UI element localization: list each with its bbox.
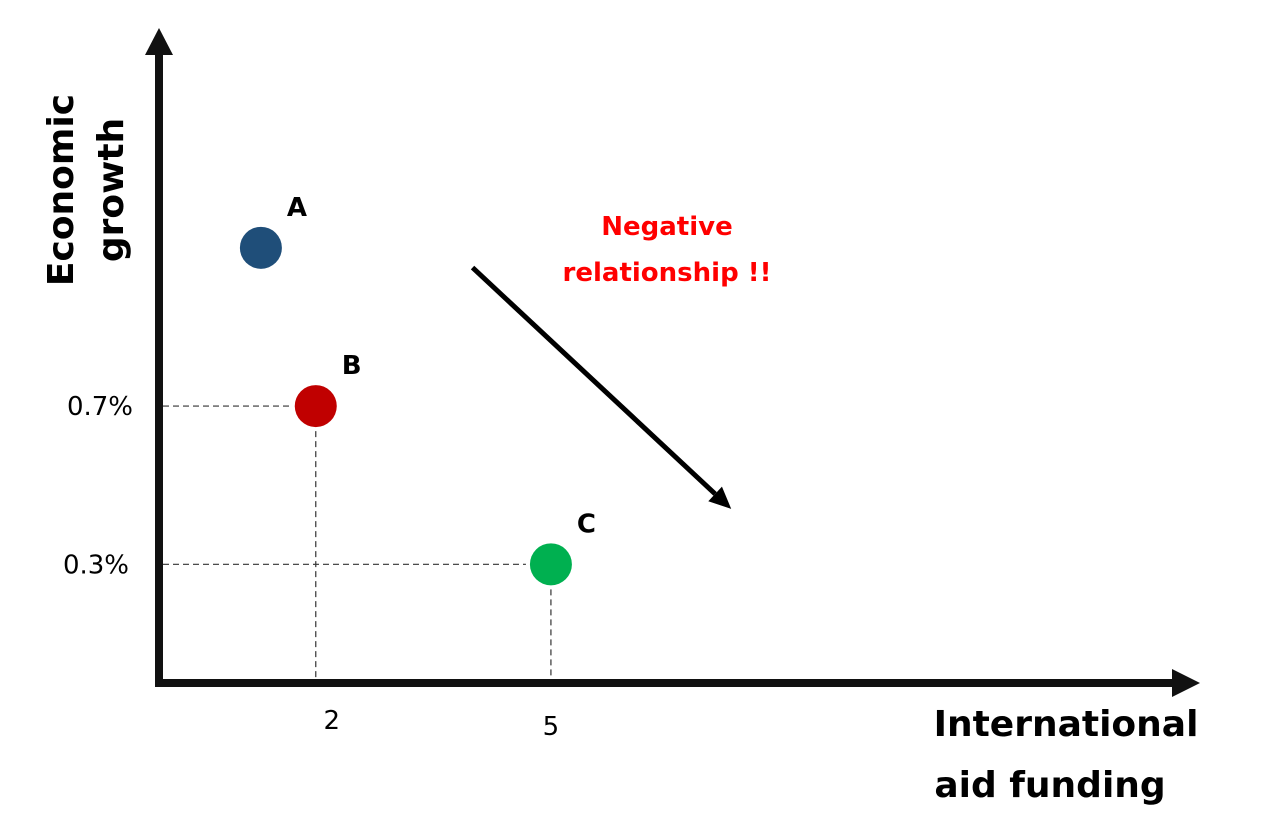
point-label-a: A xyxy=(287,193,307,223)
tick-labels: 2 5 0.7% 0.3% xyxy=(63,392,559,742)
x-tick-label: 5 xyxy=(543,712,560,742)
y-axis-title: Economic growth xyxy=(41,94,132,286)
trend-arrowhead xyxy=(708,486,732,509)
y-axis-title-line-1: Economic xyxy=(41,94,82,286)
y-tick-label: 0.3% xyxy=(63,550,129,580)
y-tick-label: 0.7% xyxy=(67,392,133,422)
x-tick-label: 2 xyxy=(323,706,340,736)
y-axis-arrowhead xyxy=(145,28,173,55)
x-axis-title-line-2: aid funding xyxy=(934,765,1165,806)
y-axis-title-line-2: growth xyxy=(91,118,132,262)
x-axis-title-line-1: International xyxy=(934,704,1199,745)
trend-arrow-line xyxy=(470,265,717,496)
x-axis-title: International aid funding xyxy=(934,704,1199,806)
annotation-text-line-2: relationship !! xyxy=(563,258,772,288)
annotation-text-line-1: Negative xyxy=(601,212,732,242)
point-label-b: B xyxy=(342,351,362,381)
data-point-c xyxy=(529,543,572,586)
point-label-c: C xyxy=(577,509,596,539)
data-point-a xyxy=(239,226,282,269)
annotation: Negative relationship !! xyxy=(470,212,772,509)
guide-lines xyxy=(163,405,552,679)
axes xyxy=(145,28,1200,697)
data-point-b xyxy=(294,385,337,428)
x-axis-arrowhead xyxy=(1172,669,1200,697)
data-points: A B C xyxy=(239,193,596,586)
